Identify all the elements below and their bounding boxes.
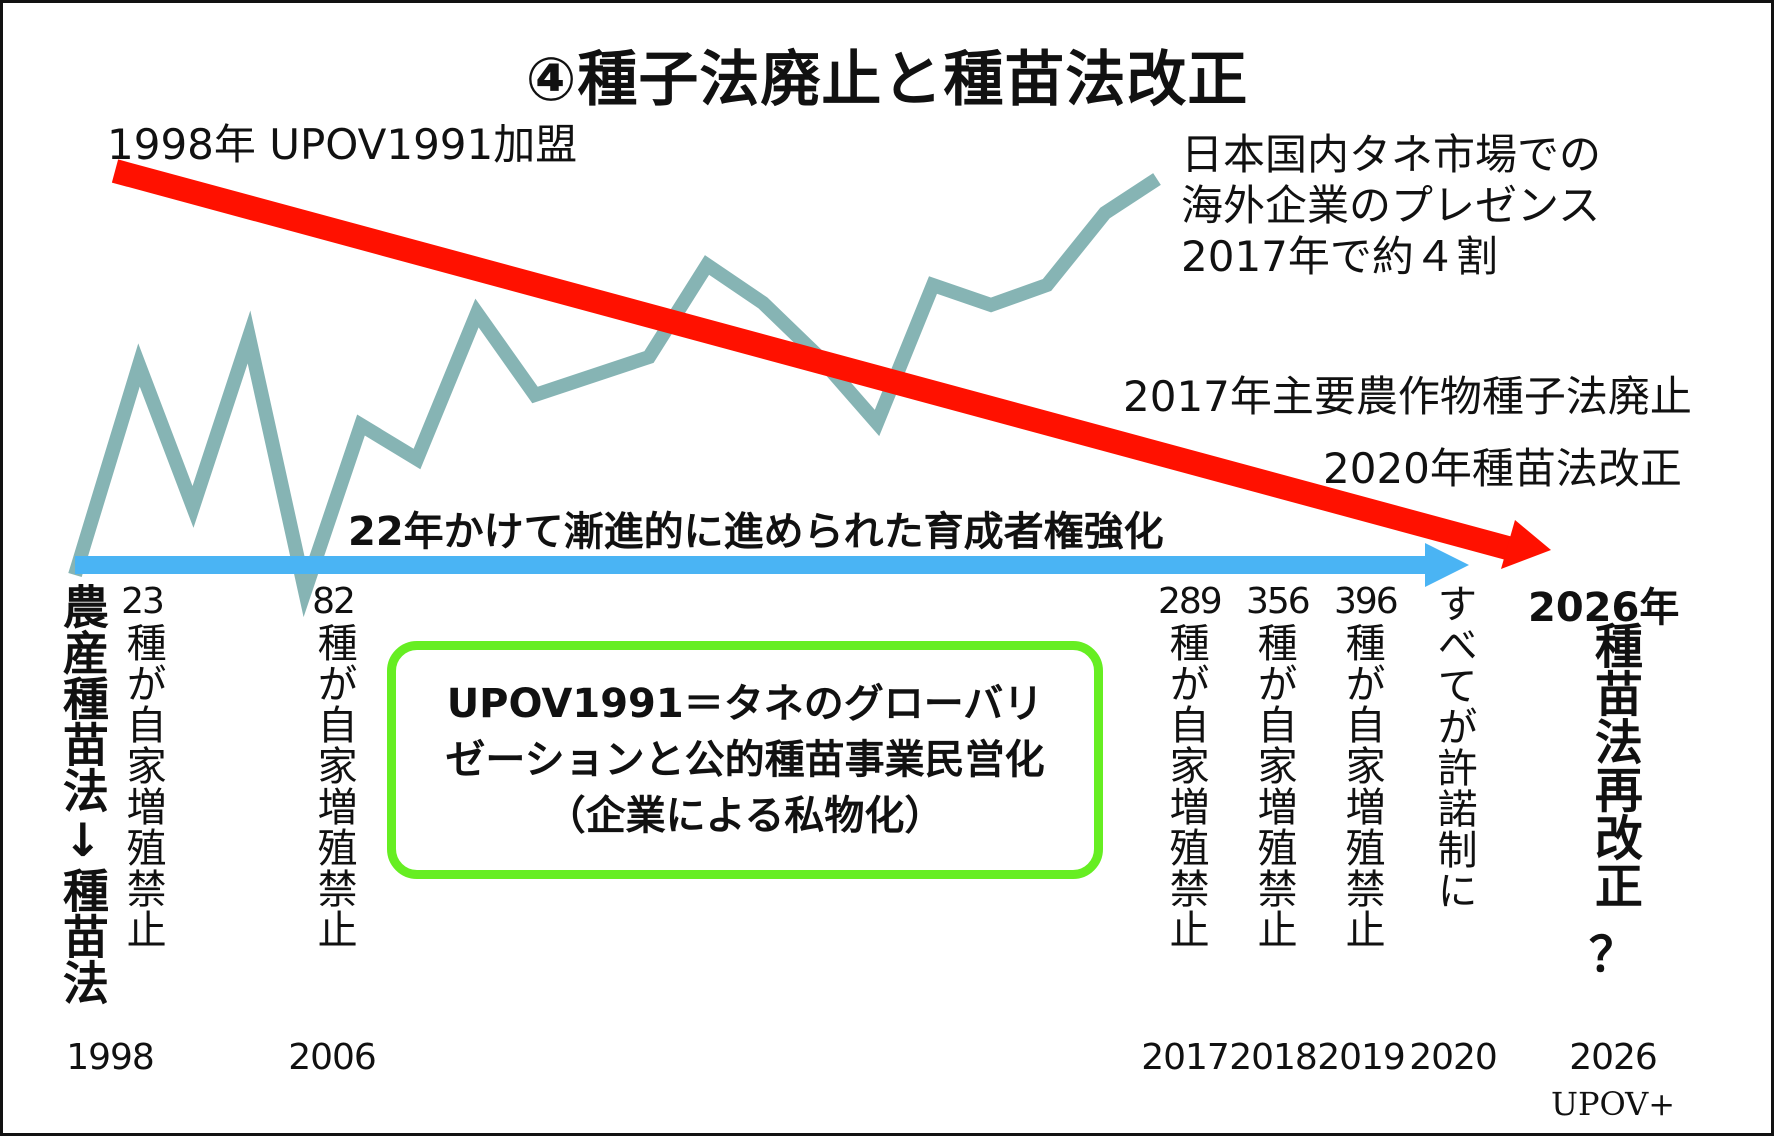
blue-arrow-head bbox=[1425, 543, 1469, 587]
upov-summary-box: UPOV1991＝タネのグローバリ ゼーションと公的種苗事業民営化 （企業による… bbox=[387, 641, 1103, 879]
column-2006-text: 種が自家増殖禁止 bbox=[310, 621, 357, 950]
column-2019-text: 種が自家増殖禁止 bbox=[1338, 621, 1385, 950]
presence-line-3: 2017年で約４割 bbox=[1181, 232, 1498, 281]
year-label-2019: 2019 bbox=[1317, 1037, 1406, 1078]
column-2006: 82 種が自家増殖禁止 bbox=[306, 581, 360, 950]
species-count-2006: 82 bbox=[312, 581, 356, 622]
box-line-1: UPOV1991＝タネのグローバリ bbox=[446, 681, 1044, 727]
column-2018: 356 種が自家増殖禁止 bbox=[1246, 581, 1311, 950]
column-2017-text: 種が自家増殖禁止 bbox=[1162, 621, 1209, 950]
column-1998-text: 種が自家増殖禁止 bbox=[119, 621, 166, 950]
species-count-2019: 396 bbox=[1334, 581, 1399, 622]
year-label-2018: 2018 bbox=[1229, 1037, 1318, 1078]
red-arrow-shaft bbox=[111, 159, 1519, 562]
column-1998: 23 種が自家増殖禁止 bbox=[115, 581, 169, 950]
foreign-presence-line bbox=[68, 173, 1161, 618]
law-rename-column: 農産種苗法↓種苗法 bbox=[51, 583, 113, 1005]
column-2020-text: すべてが許諾制に bbox=[1430, 583, 1477, 911]
column-2018-text: 種が自家増殖禁止 bbox=[1250, 621, 1297, 950]
column-2020: すべてが許諾制に bbox=[1426, 583, 1480, 911]
species-count-1998: 23 bbox=[121, 581, 165, 622]
upov-plus-label: UPOV+ bbox=[1551, 1085, 1676, 1123]
diagram-graphics bbox=[68, 159, 1551, 618]
year-label-2020: 2020 bbox=[1409, 1037, 1498, 1078]
red-arrow-head bbox=[1501, 520, 1551, 569]
year-label-1998: 1998 bbox=[66, 1037, 155, 1078]
year-label-2006: 2006 bbox=[288, 1037, 377, 1078]
rerevision-2026-column: 種苗法再改正 bbox=[1585, 621, 1642, 909]
species-count-2018: 356 bbox=[1246, 581, 1311, 622]
foreign-presence-label: 日本国内タネ市場での 海外企業のプレゼンス 2017年で約４割 bbox=[1181, 129, 1601, 282]
year-label-2026: 2026 bbox=[1569, 1037, 1658, 1078]
presence-line-2: 海外企業のプレゼンス bbox=[1181, 181, 1601, 230]
rerevision-2026-text: 種苗法再改正 bbox=[1585, 621, 1642, 909]
box-line-3: （企業による私物化） bbox=[545, 793, 945, 839]
year-label-2017: 2017 bbox=[1141, 1037, 1230, 1078]
column-2017: 289 種が自家増殖禁止 bbox=[1158, 581, 1223, 950]
year-2026-label: 2026年 bbox=[1528, 585, 1680, 631]
seed-law-abolition-label: 2017年主要農作物種子法廃止 bbox=[1123, 372, 1692, 421]
upov-join-label: 1998年 UPOV1991加盟 bbox=[107, 120, 578, 169]
breeder-rights-trend-label: 22年かけて漸進的に進められた育成者権強化 bbox=[348, 509, 1164, 555]
column-2019: 396 種が自家増殖禁止 bbox=[1334, 581, 1399, 950]
page-title: ④種子法廃止と種苗法改正 bbox=[525, 45, 1249, 115]
box-line-2: ゼーションと公的種苗事業民営化 bbox=[445, 737, 1045, 783]
law-rename-text: 農産種苗法↓種苗法 bbox=[55, 583, 110, 1005]
seed-act-revision-label: 2020年種苗法改正 bbox=[1323, 444, 1682, 493]
species-count-2017: 289 bbox=[1158, 581, 1223, 622]
presence-line-1: 日本国内タネ市場での bbox=[1181, 130, 1602, 179]
question-mark: ？ bbox=[1588, 927, 1637, 983]
